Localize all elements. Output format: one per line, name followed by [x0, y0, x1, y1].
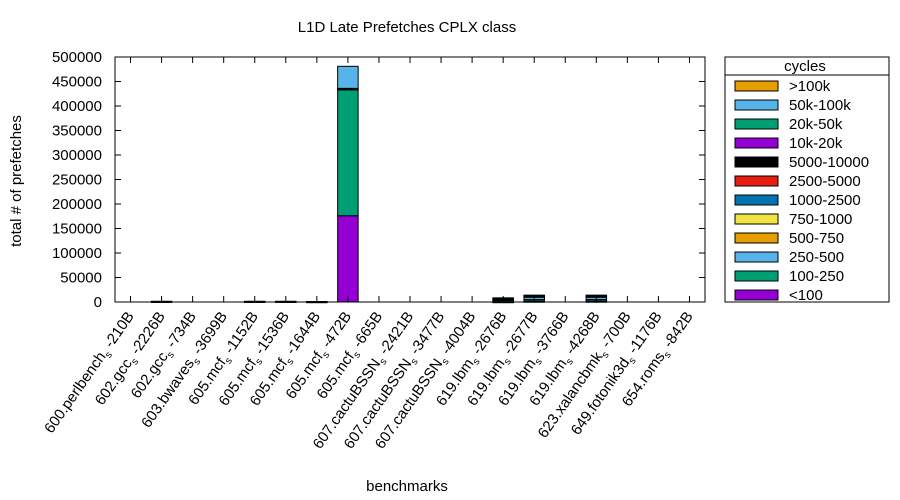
legend-swatch [734, 289, 779, 301]
y-tick-label: 400000 [52, 98, 102, 115]
y-tick-label: 300000 [52, 147, 102, 164]
legend-label: 50k-100k [789, 97, 851, 114]
legend-swatch [734, 175, 779, 187]
bar-segment [337, 215, 359, 303]
legend-label: 5000-10000 [789, 154, 869, 171]
bar-segment [337, 89, 359, 217]
y-tick-label: 0 [94, 294, 102, 311]
legend: cycles >100k 50k-100k 20k-50k 10k-20k 5000-1… [724, 56, 890, 304]
x-axis-label: benchmarks [366, 478, 448, 495]
legend-swatch [734, 270, 779, 282]
y-tick-label: 450000 [52, 74, 102, 91]
bars [150, 65, 608, 304]
y-axis-label: total # of prefetches [8, 115, 25, 247]
legend-label: 1000-2500 [789, 192, 861, 209]
legend-label: 500-750 [789, 230, 844, 247]
y-tick-label: 250000 [52, 172, 102, 189]
legend-swatch [734, 80, 779, 92]
legend-label: 250-500 [789, 249, 844, 266]
legend-swatch [734, 213, 779, 225]
legend-label: 750-1000 [789, 211, 852, 228]
legend-swatch [734, 194, 779, 206]
legend-label: <100 [789, 287, 823, 304]
legend-title: cycles [784, 58, 826, 75]
chart-title: L1D Late Prefetches CPLX class [298, 19, 516, 36]
legend-swatch [734, 118, 779, 130]
y-tick-label: 200000 [52, 196, 102, 213]
y-tick-label: 100000 [52, 245, 102, 262]
bar-segment [337, 65, 359, 89]
y-axis-ticks: 0 50000 100000 150000 200000 250000 300000 3500… [52, 49, 705, 311]
legend-swatch [734, 156, 779, 168]
legend-label: 100-250 [789, 268, 844, 285]
legend-swatch [734, 137, 779, 149]
y-tick-label: 150000 [52, 221, 102, 238]
legend-swatch [734, 251, 779, 263]
legend-items: >100k 50k-100k 20k-50k 10k-20k 5000-10000 250… [734, 78, 869, 304]
y-tick-label: 50000 [60, 270, 102, 287]
y-tick-label: 350000 [52, 123, 102, 140]
legend-swatch [734, 232, 779, 244]
legend-label: 2500-5000 [789, 173, 861, 190]
legend-label: >100k [789, 78, 831, 95]
legend-label: 10k-20k [789, 135, 843, 152]
y-tick-label: 500000 [52, 49, 102, 66]
plot-frame [114, 56, 706, 303]
legend-swatch [734, 99, 779, 111]
legend-label: 20k-50k [789, 116, 843, 133]
